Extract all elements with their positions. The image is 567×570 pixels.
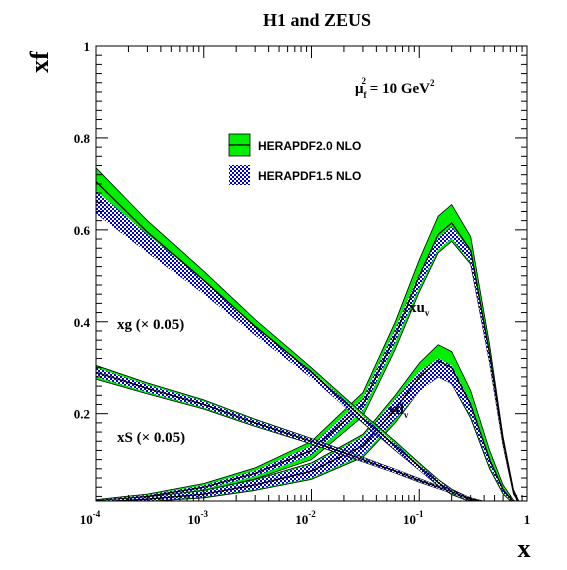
scale-rest: = 10 GeV	[366, 81, 430, 97]
label-xs: xS (× 0.05)	[117, 430, 185, 446]
label-xuv: xuv	[409, 300, 430, 318]
x-axis-title: x	[518, 534, 531, 563]
scale-sub: f	[364, 90, 368, 100]
x-tick-label: 10-1	[403, 509, 424, 527]
pdf-bands	[96, 167, 520, 501]
scale-sup1: 2	[362, 76, 367, 86]
label-xg: xg (× 0.05)	[117, 317, 184, 333]
y-tick-label: 0.8	[74, 131, 91, 146]
label-xdv-main: xd	[388, 402, 405, 418]
y-tick-label: 1	[84, 39, 91, 54]
y-axis-title: xf	[25, 51, 54, 73]
x-tick-label: 10-3	[188, 509, 209, 527]
line-xuv-herapdf20	[96, 221, 519, 501]
legend: HERAPDF2.0 NLO HERAPDF1.5 NLO	[228, 133, 361, 185]
line-xdv-herapdf20	[100, 360, 514, 501]
y-tick-label: 0.6	[74, 223, 91, 238]
y-tick-label: 0.4	[74, 315, 91, 330]
band-xuv-herapdf15	[96, 226, 519, 501]
x-tick-label: 1	[524, 512, 531, 527]
legend-label-herapdf15: HERAPDF1.5 NLO	[258, 169, 361, 183]
legend-label-herapdf20: HERAPDF2.0 NLO	[258, 139, 361, 153]
label-xdv: xdv	[388, 402, 409, 420]
band-xuv-herapdf20	[96, 203, 520, 501]
y-tick-label: 0.2	[74, 407, 90, 422]
chart-title: H1 and ZEUS	[263, 10, 371, 30]
legend-swatch-herapdf15	[229, 165, 250, 185]
label-xuv-sub: v	[425, 308, 430, 318]
band-xdv-herapdf15	[96, 358, 515, 501]
scale-mu: μ	[355, 81, 364, 97]
label-xdv-sub: v	[404, 410, 409, 420]
x-tick-label: 10-2	[295, 509, 316, 527]
x-tick-label: 10-4	[80, 509, 101, 527]
label-xuv-main: xu	[409, 300, 425, 316]
scale-sup2: 2	[430, 78, 435, 88]
scale-annotation: μf 2 = 10 GeV2	[355, 76, 435, 100]
axis-ticks: 10-4 10-3 10-2 10-1 1 0.2 0.4 0.6 0.8 1	[74, 39, 531, 527]
